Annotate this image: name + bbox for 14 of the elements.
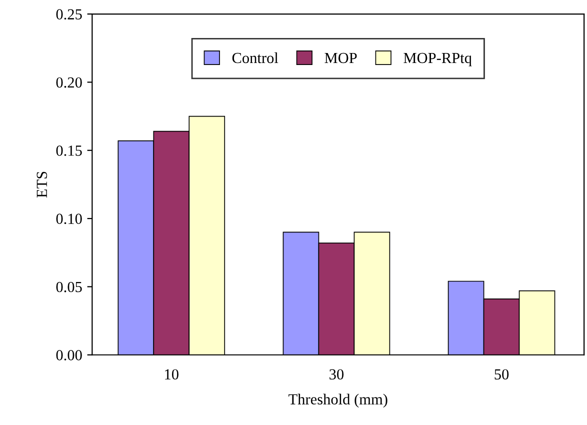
y-tick-label: 0.05	[56, 282, 82, 292]
y-tick-label: 0.20	[56, 77, 82, 88]
legend-label: MOP-RPtq	[404, 52, 472, 66]
y-tick-label: 0.10	[56, 214, 82, 224]
y-tick-label: 0.00	[56, 350, 82, 360]
y-tick-label: 0.25	[56, 9, 82, 20]
legend-label: Control	[232, 52, 278, 64]
y-tick-label: 0.15	[56, 146, 82, 156]
x-tick-label: 30	[330, 369, 344, 380]
legend-label: MOP	[324, 52, 357, 64]
x-axis-title: Threshold (mm)	[288, 394, 388, 408]
x-tick-label: 10	[165, 369, 178, 380]
x-tick-label: 50	[494, 369, 509, 380]
y-axis-title: ETS	[36, 172, 48, 198]
